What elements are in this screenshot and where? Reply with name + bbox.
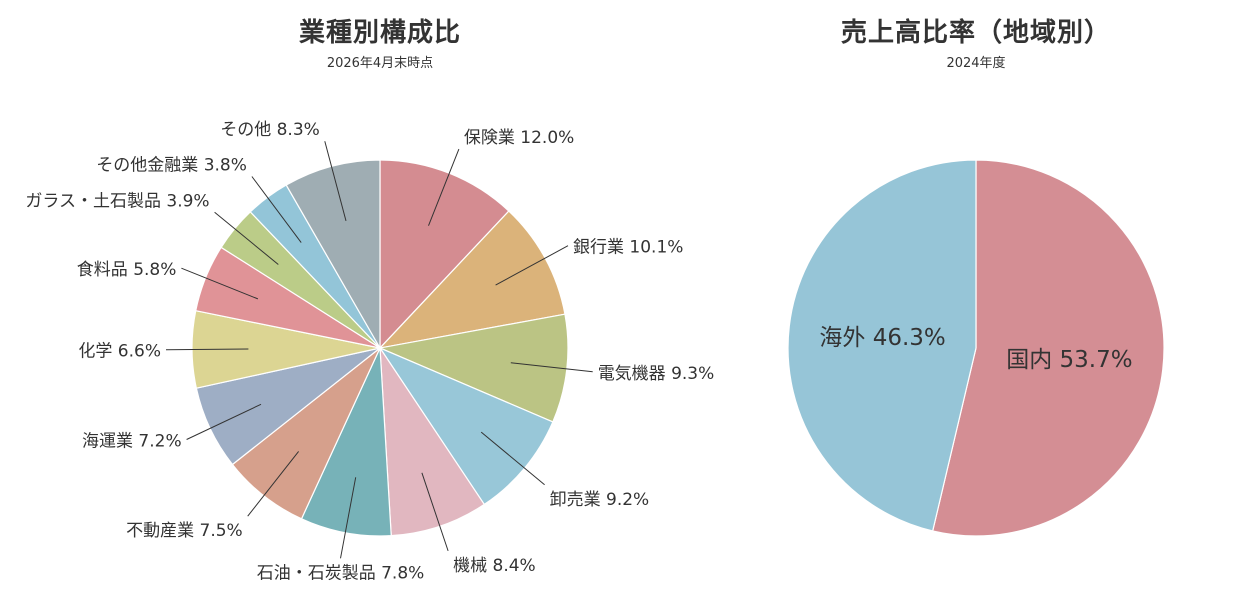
pie-chart-region: 国内 53.7% 海外 46.3% xyxy=(787,159,1165,537)
chart1-title: 業種別構成比 xyxy=(298,18,461,48)
pie2-label: 国内 53.7% xyxy=(1006,347,1132,373)
chart2-subtitle: 2024年度 xyxy=(946,56,1006,71)
pie2-slice-2 xyxy=(787,159,977,532)
pie1-leader-line xyxy=(186,403,262,440)
pie1-leader-line xyxy=(510,362,593,373)
pie1-label: その他 8.3% xyxy=(220,120,320,140)
pie1-label: 卸売業 9.2% xyxy=(550,490,650,510)
chart2-title: 売上高比率（地域別） xyxy=(840,18,1111,48)
pie1-label: 電気機器 9.3% xyxy=(598,364,715,384)
pie1-leader-line xyxy=(251,176,302,243)
pie1-leader-line xyxy=(495,245,569,286)
pie1-label: 銀行業 10.1% xyxy=(573,238,683,258)
pie1-label: その他金融業 3.8% xyxy=(96,156,247,176)
pie1-leader-line xyxy=(421,472,449,552)
pie1-label: 機械 8.4% xyxy=(453,556,536,576)
pie2-slice-1 xyxy=(931,159,1165,537)
pie1-leader-line xyxy=(480,431,545,486)
pie1-label: 食料品 5.8% xyxy=(77,260,177,280)
pie1-label: 保険業 12.0% xyxy=(464,128,574,148)
pie1-leader-line xyxy=(181,267,259,300)
pie1-leader-line xyxy=(324,141,347,222)
pie-chart-industry: 保険業 12.0% 銀行業 10.1% 電気機器 9.3% 卸売業 9.2% 機械 8.… xyxy=(25,120,714,583)
pie1-label: 石油・石炭製品 7.8% xyxy=(257,563,425,583)
pie1-leader-line xyxy=(214,211,279,265)
pie1-label: 化学 6.6% xyxy=(78,342,161,362)
pie2-label: 海外 46.3% xyxy=(819,325,945,351)
pie1-leader-line xyxy=(340,477,357,559)
pie1-leader-line xyxy=(247,451,299,517)
pie1-label: 海運業 7.2% xyxy=(82,432,182,452)
pie1-label: ガラス・土石製品 3.9% xyxy=(25,191,209,211)
chart1-subtitle: 2026年4月末時点 xyxy=(326,56,434,71)
pie1-label: 不動産業 7.5% xyxy=(126,521,243,541)
pie1-leader-line xyxy=(428,148,460,226)
pie1-leader-line xyxy=(165,348,249,351)
